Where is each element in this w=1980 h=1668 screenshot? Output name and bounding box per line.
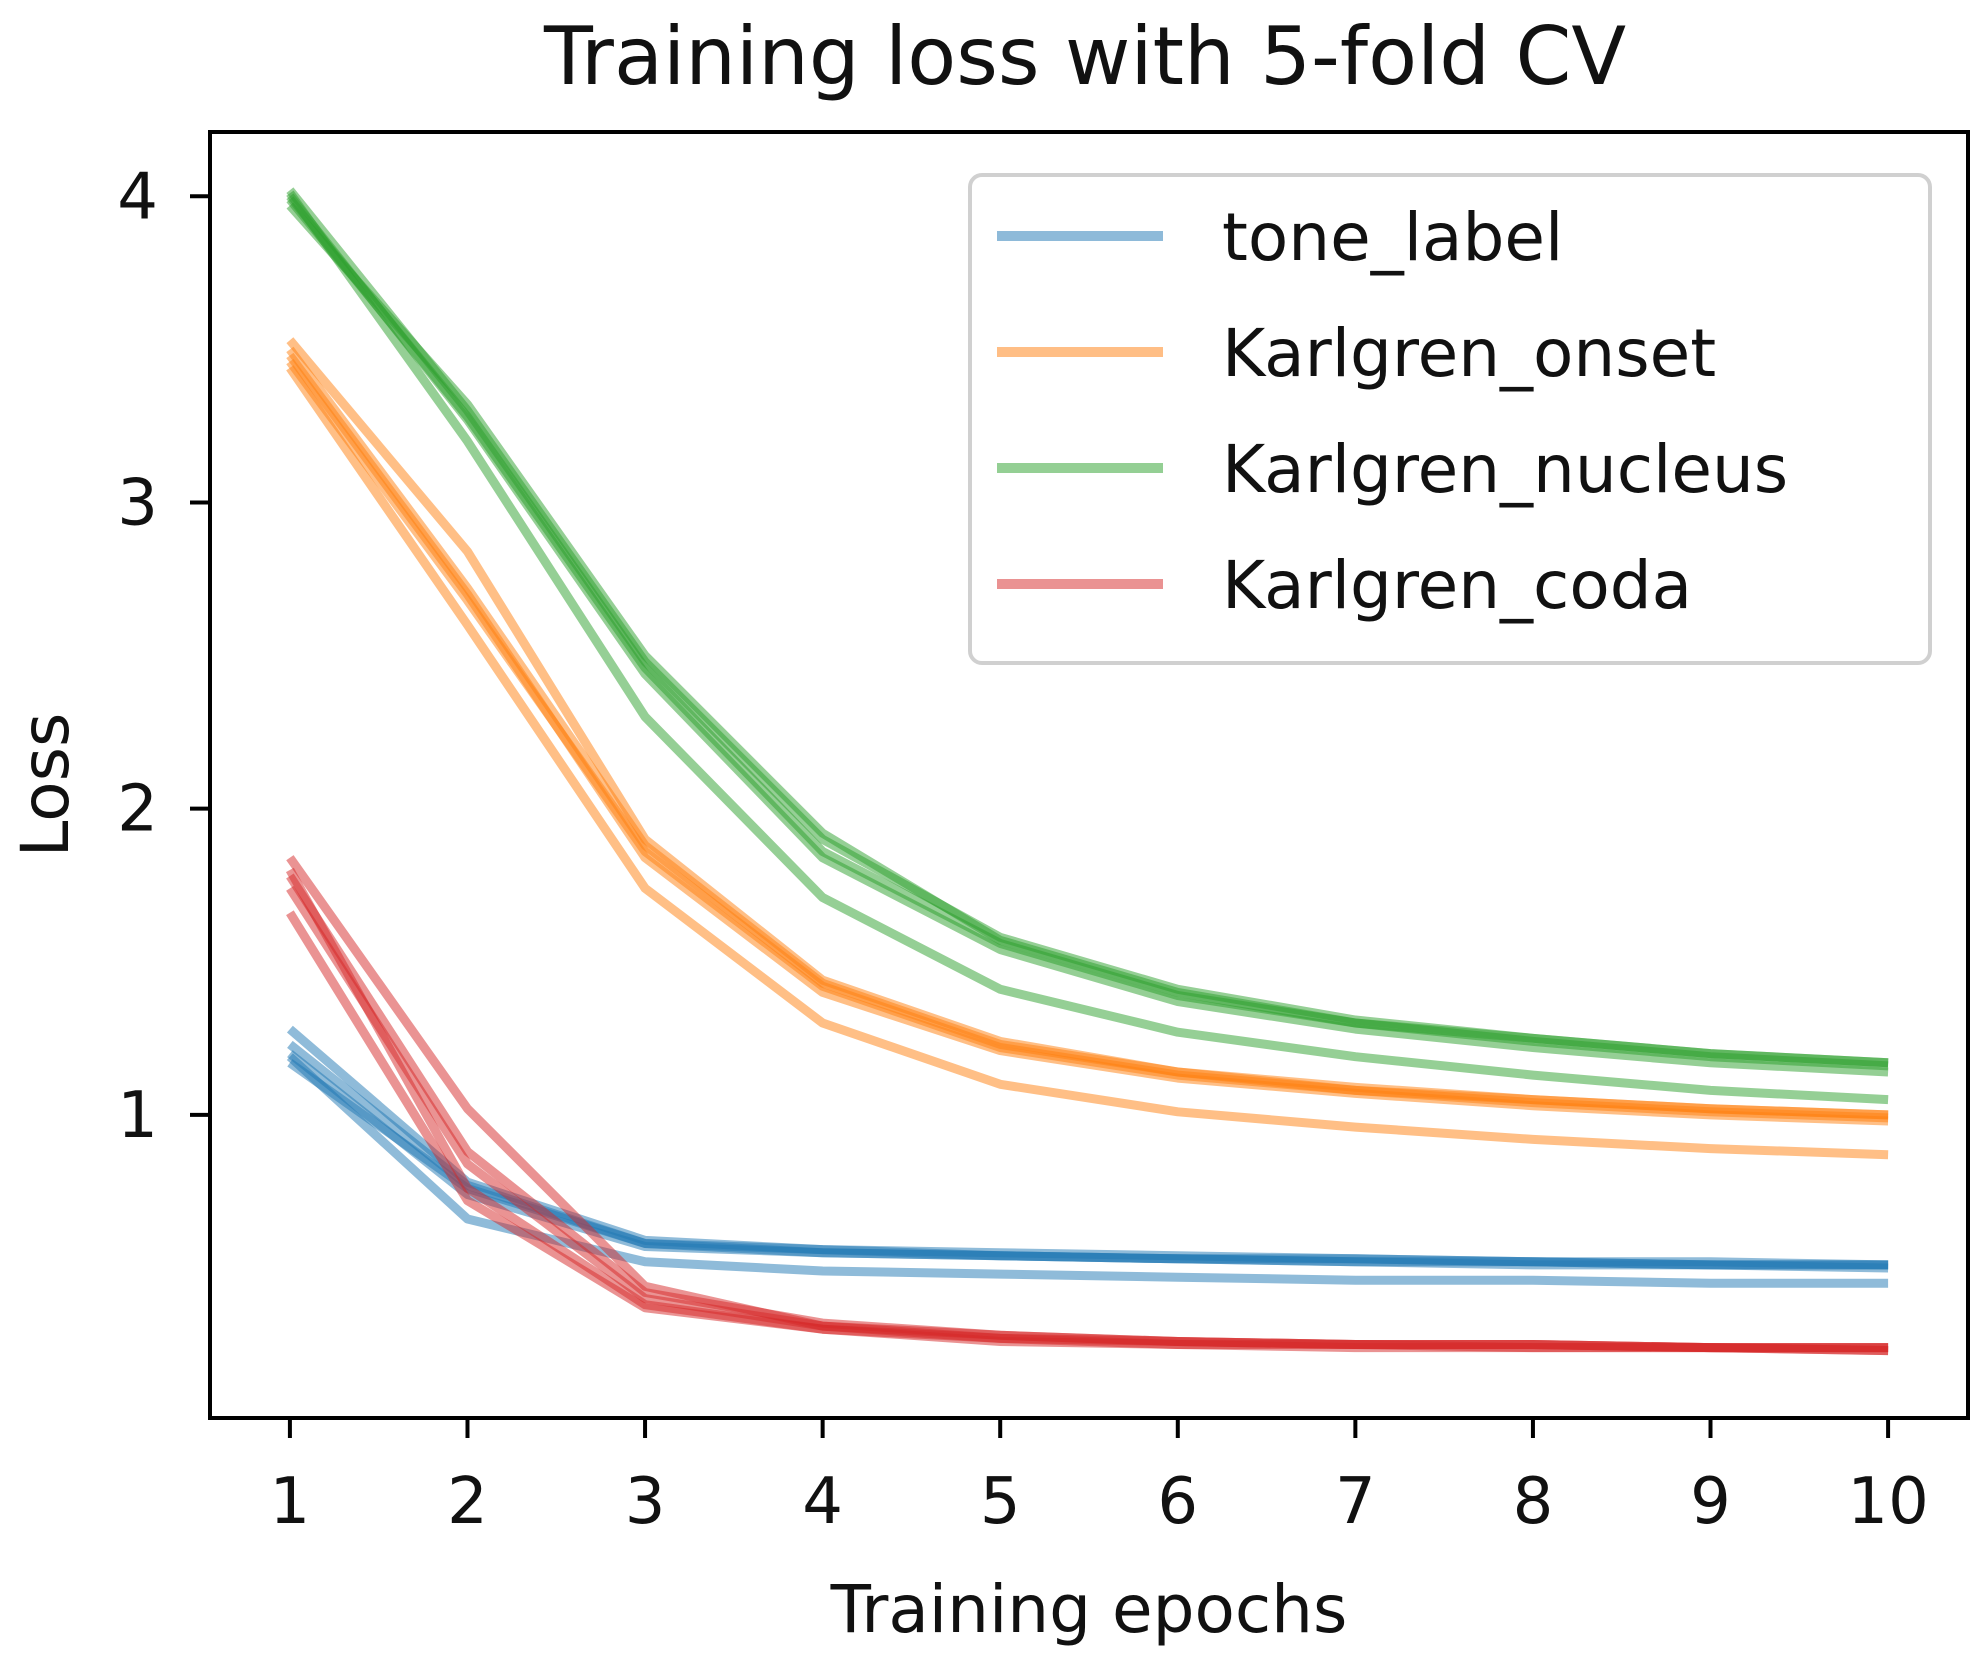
x-axis-ticks: 1 2 3 4 5 6 7 8 9 10 <box>270 1418 1929 1539</box>
series-Karlgren_onset <box>286 337 1889 1160</box>
series-line-Karlgren_onset-fold-3 <box>286 337 1889 1120</box>
legend-label-Karlgren_onset: Karlgren_onset <box>1222 315 1716 392</box>
y-tick-label: 2 <box>117 773 158 847</box>
plot-frame <box>208 130 1970 1420</box>
series-line-Karlgren_nucleus-fold-4 <box>286 193 1889 1077</box>
series-line-Karlgren_onset-fold-5 <box>286 365 1889 1160</box>
legend-box <box>968 173 1932 665</box>
series-line-tone_label-fold-5 <box>286 1053 1889 1288</box>
x-tick-label: 1 <box>270 1465 311 1539</box>
legend-label-Karlgren_coda: Karlgren_coda <box>1222 547 1692 624</box>
x-tick-label: 9 <box>1690 1465 1731 1539</box>
y-tick-label: 3 <box>117 466 158 540</box>
x-tick-label: 7 <box>1335 1465 1376 1539</box>
y-tick-label: 1 <box>117 1079 158 1153</box>
series-layer <box>285 187 1889 1356</box>
x-tick-label: 2 <box>447 1465 488 1539</box>
x-tick-label: 5 <box>980 1465 1021 1539</box>
y-axis-ticks: 1 2 3 4 <box>117 160 210 1153</box>
chart-title: Training loss with 5-fold CV <box>543 10 1626 103</box>
series-Karlgren_nucleus <box>286 187 1889 1105</box>
series-line-Karlgren_coda-fold-5 <box>286 910 1889 1356</box>
x-tick-label: 8 <box>1513 1465 1554 1539</box>
series-line-Karlgren_onset-fold-4 <box>286 352 1889 1126</box>
series-Karlgren_coda <box>285 855 1889 1356</box>
legend-label-tone_label: tone_label <box>1222 199 1563 276</box>
x-tick-label: 10 <box>1847 1465 1928 1539</box>
y-axis-label: Loss <box>7 713 84 858</box>
series-line-Karlgren_nucleus-fold-5 <box>286 190 1889 1105</box>
x-tick-label: 4 <box>802 1465 843 1539</box>
y-tick-label: 4 <box>117 160 158 234</box>
x-tick-label: 6 <box>1157 1465 1198 1539</box>
x-axis-label: Training epochs <box>830 1571 1348 1648</box>
series-line-tone_label-fold-4 <box>286 1025 1889 1270</box>
legend: tone_label Karlgren_onset Karlgren_nucleus… <box>968 173 1932 665</box>
series-line-Karlgren_nucleus-fold-3 <box>286 202 1889 1071</box>
legend-label-Karlgren_nucleus: Karlgren_nucleus <box>1222 431 1788 508</box>
x-tick-label: 3 <box>625 1465 666 1539</box>
